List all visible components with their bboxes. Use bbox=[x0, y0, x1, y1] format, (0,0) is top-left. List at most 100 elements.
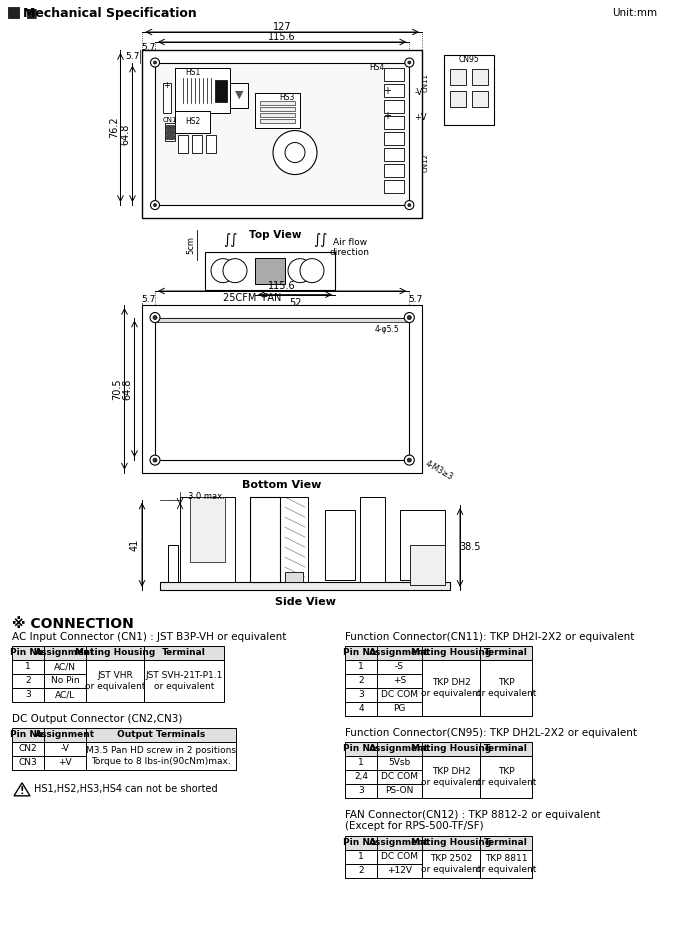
Bar bbox=[260, 112, 295, 117]
Bar bbox=[400, 510, 445, 579]
Text: 2: 2 bbox=[358, 867, 364, 875]
Text: 2: 2 bbox=[358, 677, 364, 685]
Bar bbox=[190, 497, 225, 562]
Text: TKP 8811
or equivalent: TKP 8811 or equivalent bbox=[476, 855, 537, 873]
Text: Assignment: Assignment bbox=[35, 649, 95, 657]
Text: No Pin: No Pin bbox=[51, 677, 80, 685]
Bar bbox=[377, 783, 422, 797]
Circle shape bbox=[405, 200, 414, 210]
Circle shape bbox=[153, 315, 157, 319]
Text: DC COM: DC COM bbox=[381, 691, 418, 699]
Bar bbox=[444, 55, 494, 125]
Bar bbox=[192, 135, 202, 153]
Bar bbox=[345, 836, 377, 850]
Bar bbox=[12, 688, 44, 702]
Text: ※ CONNECTION: ※ CONNECTION bbox=[12, 617, 134, 631]
Bar bbox=[143, 50, 422, 218]
Bar bbox=[410, 545, 445, 585]
Circle shape bbox=[405, 313, 414, 323]
Text: Pin No.: Pin No. bbox=[10, 730, 46, 739]
Bar bbox=[325, 510, 355, 579]
Text: +S: +S bbox=[393, 677, 406, 685]
Text: FAN Connector(CN12) : TKP 8812-2 or equivalent
(Except for RPS-500-TF/SF): FAN Connector(CN12) : TKP 8812-2 or equi… bbox=[345, 810, 600, 831]
Circle shape bbox=[407, 458, 411, 462]
Text: +12V: +12V bbox=[387, 867, 412, 875]
Circle shape bbox=[288, 258, 312, 283]
Text: Bottom View: Bottom View bbox=[243, 479, 322, 490]
Bar bbox=[44, 742, 86, 756]
Bar bbox=[422, 660, 480, 716]
Bar bbox=[12, 660, 44, 674]
Bar bbox=[12, 728, 44, 742]
Circle shape bbox=[405, 455, 414, 465]
Text: 5Vsb: 5Vsb bbox=[388, 758, 411, 768]
Bar bbox=[205, 252, 335, 289]
Text: -V: -V bbox=[414, 88, 422, 97]
Bar bbox=[143, 305, 422, 473]
Bar bbox=[377, 864, 422, 878]
Bar bbox=[345, 674, 377, 688]
Text: 4-M3≥3: 4-M3≥3 bbox=[424, 459, 455, 482]
Bar bbox=[155, 317, 409, 461]
Text: 1: 1 bbox=[25, 663, 31, 671]
Text: -V: -V bbox=[61, 744, 69, 753]
Bar bbox=[450, 91, 466, 107]
Bar bbox=[384, 83, 405, 96]
Bar bbox=[260, 119, 295, 123]
Bar bbox=[345, 660, 377, 674]
Text: Top View: Top View bbox=[249, 229, 301, 240]
Text: 3: 3 bbox=[358, 691, 364, 699]
Text: Assignment: Assignment bbox=[35, 730, 95, 739]
Text: Pin No.: Pin No. bbox=[10, 649, 46, 657]
Text: 5.7: 5.7 bbox=[125, 51, 139, 61]
Bar bbox=[480, 850, 532, 878]
Text: Pin No.: Pin No. bbox=[343, 839, 379, 847]
Text: TKP
or equivalent: TKP or equivalent bbox=[476, 768, 537, 786]
Bar bbox=[280, 497, 308, 582]
Text: Output Terminals: Output Terminals bbox=[117, 730, 205, 739]
Text: AC/N: AC/N bbox=[54, 663, 76, 671]
Text: 64.8: 64.8 bbox=[120, 124, 131, 144]
Text: -S: -S bbox=[395, 663, 404, 671]
Bar bbox=[377, 646, 422, 660]
Bar bbox=[377, 769, 422, 783]
Text: CN11: CN11 bbox=[422, 73, 428, 92]
Text: 4: 4 bbox=[358, 704, 364, 713]
Text: 76.2: 76.2 bbox=[109, 117, 120, 139]
Text: 41: 41 bbox=[130, 538, 140, 551]
Text: Terminal: Terminal bbox=[484, 839, 528, 847]
Bar bbox=[260, 107, 295, 110]
Text: CN1: CN1 bbox=[163, 117, 177, 123]
Text: CN2: CN2 bbox=[18, 744, 37, 753]
Text: HS1: HS1 bbox=[185, 68, 200, 77]
Text: 52: 52 bbox=[289, 298, 301, 308]
Bar bbox=[480, 756, 532, 797]
Circle shape bbox=[150, 455, 160, 465]
Text: ∫∫: ∫∫ bbox=[223, 233, 237, 247]
Text: ▼: ▼ bbox=[235, 90, 243, 99]
Bar bbox=[384, 115, 405, 128]
Bar bbox=[44, 688, 86, 702]
Text: 38.5: 38.5 bbox=[459, 543, 481, 552]
Text: HS1,HS2,HS3,HS4 can not be shorted: HS1,HS2,HS3,HS4 can not be shorted bbox=[34, 783, 218, 794]
Bar bbox=[473, 91, 488, 107]
Bar bbox=[345, 783, 377, 797]
Bar bbox=[377, 756, 422, 769]
Text: 5.7: 5.7 bbox=[141, 42, 156, 51]
Bar bbox=[384, 164, 405, 177]
Text: +V: +V bbox=[414, 113, 427, 122]
Bar bbox=[480, 660, 532, 716]
Text: ∫∫: ∫∫ bbox=[313, 233, 327, 247]
Circle shape bbox=[150, 58, 160, 67]
Bar bbox=[155, 317, 409, 322]
Text: +: + bbox=[384, 85, 391, 95]
Text: Assignment: Assignment bbox=[369, 839, 430, 847]
Bar bbox=[215, 80, 227, 101]
Text: AC Input Connector (CN1) : JST B3P-VH or equivalent: AC Input Connector (CN1) : JST B3P-VH or… bbox=[12, 632, 286, 642]
Bar bbox=[345, 688, 377, 702]
Bar bbox=[165, 123, 175, 140]
Circle shape bbox=[150, 313, 160, 323]
Text: +V: +V bbox=[58, 758, 72, 768]
Circle shape bbox=[150, 200, 160, 210]
Bar bbox=[155, 63, 409, 205]
